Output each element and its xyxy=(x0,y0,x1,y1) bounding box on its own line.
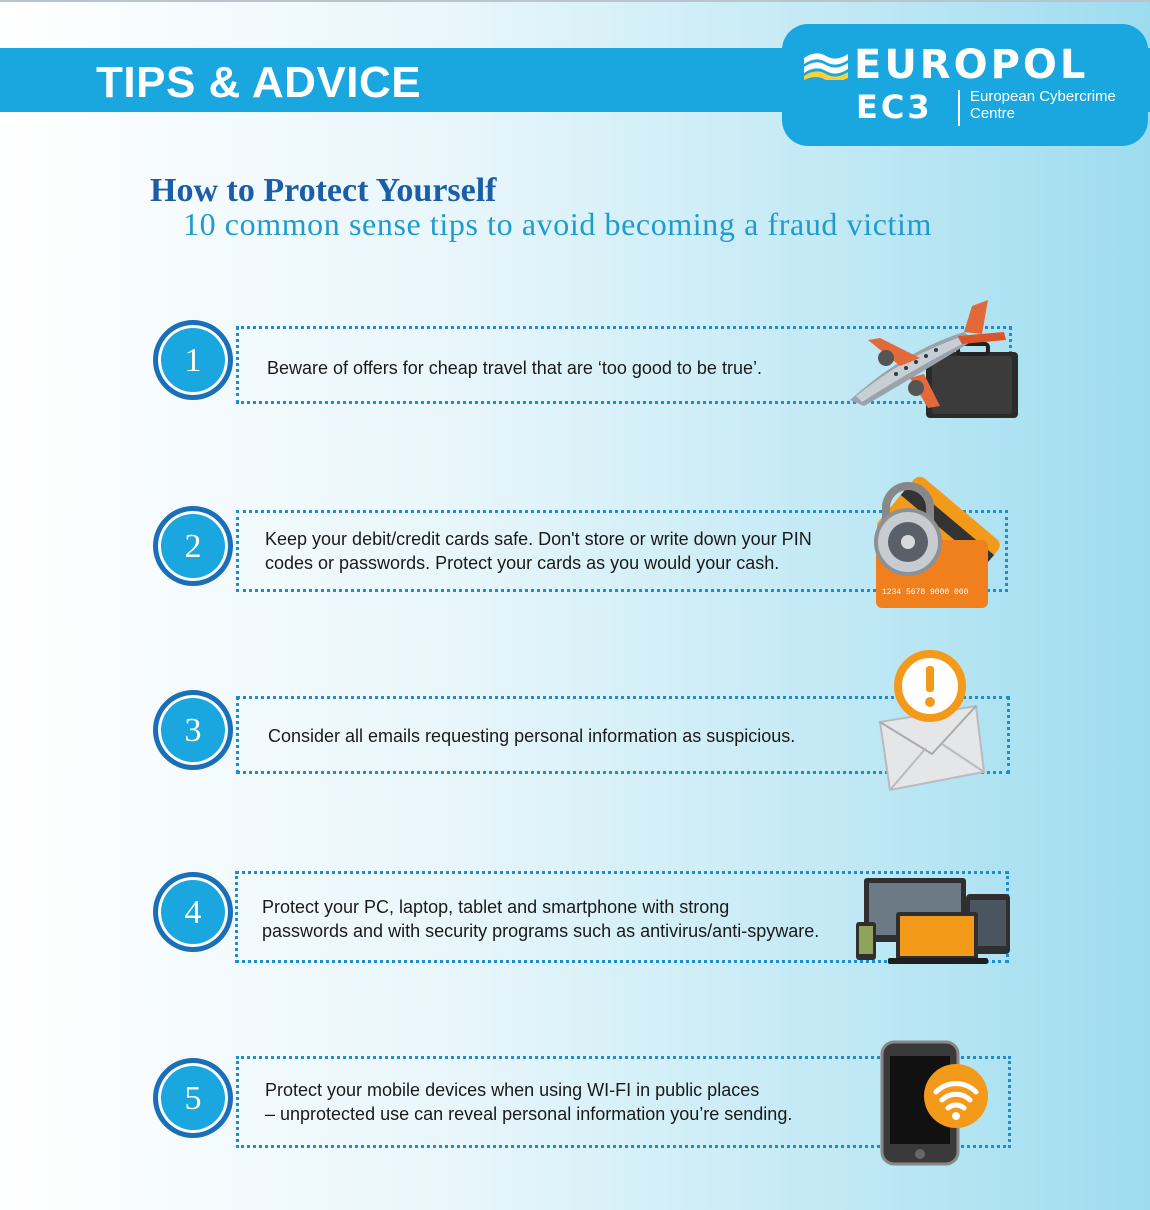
tip-text-line: Keep your debit/credit cards safe. Don't… xyxy=(265,529,812,549)
tip-number-3: 3 xyxy=(153,690,233,770)
tip-box-5 xyxy=(236,1056,1011,1148)
top-divider xyxy=(0,0,1150,2)
tip-text-line: Beware of offers for cheap travel that a… xyxy=(267,358,762,378)
tip-text-5: Protect your mobile devices when using W… xyxy=(265,1078,792,1126)
tip-text-line: Consider all emails requesting personal … xyxy=(268,726,796,746)
logo-separator xyxy=(958,90,960,126)
tip-text-1: Beware of offers for cheap travel that a… xyxy=(267,356,762,380)
europol-emblem-icon xyxy=(804,53,848,80)
europol-logo: EUROPOL EC3 European Cybercrime Centre xyxy=(782,24,1148,146)
tip-text-line: codes or passwords. Protect your cards a… xyxy=(265,553,780,573)
tip-text-line: Protect your PC, laptop, tablet and smar… xyxy=(262,897,730,917)
tip-text-line: – unprotected use can reveal personal in… xyxy=(265,1104,793,1124)
tip-text-line: Protect your mobile devices when using W… xyxy=(265,1080,760,1100)
smartphone-wifi-icon xyxy=(880,1040,988,1166)
airplane-luggage-icon xyxy=(850,300,1018,418)
devices-icon xyxy=(856,878,1010,964)
email-warning-icon xyxy=(878,650,986,792)
tip-text-2: Keep your debit/credit cards safe. Don't… xyxy=(265,527,812,575)
tip-number-2: 2 xyxy=(153,506,233,586)
tip-number-1: 1 xyxy=(153,320,233,400)
page-title: How to Protect Yourself xyxy=(150,172,497,209)
tip-text-3: Consider all emails requesting personal … xyxy=(268,724,795,748)
tip-box-3 xyxy=(236,696,1010,774)
logo-unit-name: European Cybercrime Centre xyxy=(970,88,1116,122)
tip-text-4: Protect your PC, laptop, tablet and smar… xyxy=(262,895,819,943)
banner-title: TIPS & ADVICE xyxy=(96,58,422,107)
tip-number-5: 5 xyxy=(153,1058,233,1138)
logo-unit: EC3 xyxy=(856,88,933,126)
tip-box-2 xyxy=(236,510,1008,592)
tip-number-4: 4 xyxy=(153,872,233,952)
tip-text-line: passwords and with security programs suc… xyxy=(262,921,820,941)
logo-wordmark: EUROPOL xyxy=(854,42,1089,88)
card-number: 1234 5678 9000 000 xyxy=(882,588,969,597)
locked-credit-card-icon: 1234 5678 9000 000 xyxy=(874,476,1000,608)
page-subtitle: 10 common sense tips to avoid becoming a… xyxy=(183,206,932,242)
